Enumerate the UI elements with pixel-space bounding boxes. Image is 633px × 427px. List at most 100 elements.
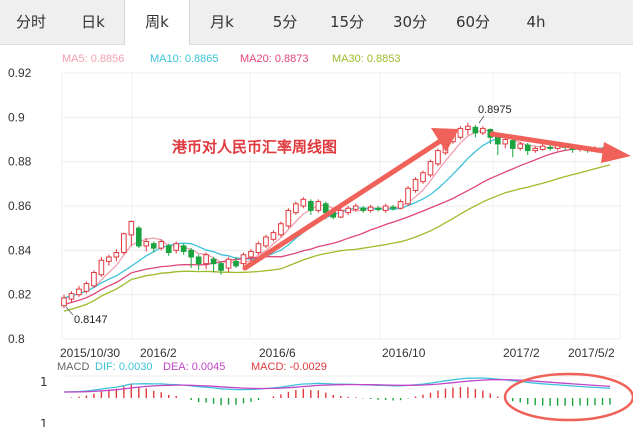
x-tick-label: 2017/2 — [503, 346, 540, 360]
sideways-arrow-head — [601, 142, 631, 163]
candle-up — [293, 203, 299, 214]
moving-average-lines — [63, 129, 611, 312]
tab-2[interactable]: 日k — [81, 13, 105, 31]
tab-9[interactable]: 4h — [526, 13, 546, 31]
ma30-line — [63, 164, 611, 312]
macd-dea-legend: DEA: 0.0045 — [163, 361, 225, 373]
candle-up — [300, 198, 307, 207]
tab-3[interactable]: 周k — [124, 0, 190, 45]
y-tick-label: 0.82 — [8, 288, 32, 302]
x-tick-label: 2016/10 — [382, 346, 426, 360]
candle-down — [360, 207, 366, 211]
candle-down — [322, 203, 329, 214]
macd-y-tick: 1 — [40, 417, 48, 427]
period-tabs: 分时 日k 周k 月k 5分 15分 30分 60分 4h — [0, 0, 633, 45]
candle-up — [382, 205, 389, 211]
y-tick-label: 0.92 — [8, 66, 32, 80]
candle-up — [91, 272, 97, 287]
candle-up — [203, 254, 209, 265]
candle-up — [285, 209, 292, 227]
candle-up — [225, 258, 232, 269]
candle-up — [278, 223, 284, 236]
candle-up — [143, 240, 150, 247]
candle-down — [210, 258, 217, 265]
candle-up — [539, 145, 546, 150]
macd-y-tick: 1 — [40, 375, 48, 389]
y-tick-label: 0.86 — [8, 199, 32, 213]
macd-value-legend: MACD: -0.0029 — [251, 361, 327, 373]
y-tick-label: 0.8 — [8, 332, 25, 346]
candle-up — [427, 161, 434, 176]
candle-down — [547, 146, 553, 149]
candle-up — [68, 293, 75, 300]
max-label-pointer — [478, 115, 485, 124]
candle-up — [405, 187, 411, 205]
candle-up — [83, 283, 90, 292]
candle-up — [248, 250, 254, 258]
candle-down — [195, 256, 202, 265]
candle-up — [480, 127, 486, 134]
candle-down — [233, 260, 239, 267]
candle-up — [465, 125, 471, 131]
min-label: 0.8147 — [74, 314, 108, 326]
candle-down — [524, 144, 531, 152]
uptrend-arrow-shaft — [242, 135, 448, 271]
tab-1[interactable]: 分时 — [15, 13, 46, 31]
legend-ma10: MA10: 0.8865 — [150, 53, 219, 65]
candle-up — [173, 243, 180, 251]
candle-down — [218, 263, 224, 271]
candle-up — [532, 147, 539, 152]
tab-7[interactable]: 30分 — [392, 13, 428, 31]
x-axis: 2015/10/30 2016/2 2016/6 2016/10 2017/2 2017/… — [60, 346, 615, 360]
candle-down — [390, 206, 396, 209]
ma20-line — [63, 147, 611, 306]
macd-label: MACD — [57, 361, 89, 373]
macd-dif-legend: DIF: 0.0030 — [95, 361, 152, 373]
candle-down — [188, 249, 194, 258]
max-label: 0.8975 — [478, 104, 512, 116]
candle-up — [420, 172, 426, 183]
candle-up — [270, 232, 277, 240]
macd-panel: 11 — [40, 375, 620, 427]
uptrend-arrow-head — [431, 128, 459, 152]
macd-dea-line — [64, 378, 611, 393]
candle-up — [457, 127, 464, 138]
y-tick-label: 0.9 — [8, 110, 25, 124]
candle-up — [158, 240, 165, 249]
x-tick-label: 2017/5/2 — [568, 346, 615, 360]
ma10-line — [63, 135, 611, 299]
candle-up — [502, 139, 509, 145]
tab-6[interactable]: 15分 — [329, 13, 365, 31]
x-tick-label: 2015/10/30 — [60, 346, 120, 360]
candle-up — [106, 256, 112, 262]
candle-down — [308, 201, 314, 211]
tab-8[interactable]: 60分 — [455, 13, 491, 31]
candle-down — [494, 136, 501, 145]
macd-highlight-circle — [503, 372, 633, 422]
candle-up — [435, 150, 441, 165]
candle-up — [315, 201, 322, 211]
candle-up — [337, 209, 344, 218]
candle-up — [98, 259, 105, 276]
candle-up — [76, 288, 82, 296]
candle-down — [509, 140, 516, 149]
y-tick-label: 0.84 — [8, 243, 32, 257]
y-axis: 0.92 0.9 0.88 0.86 0.84 0.82 0.8 — [8, 66, 32, 346]
candle-up — [61, 297, 67, 307]
candle-down — [135, 227, 142, 247]
candle-down — [472, 126, 479, 134]
candle-up — [367, 206, 374, 211]
tab-4[interactable]: 月k — [210, 13, 234, 31]
legend-ma20: MA20: 0.8873 — [240, 53, 309, 65]
x-tick-label: 2016/6 — [259, 346, 296, 360]
candle-up — [263, 236, 269, 247]
tab-5[interactable]: 5分 — [272, 13, 298, 31]
candle-up — [352, 205, 359, 210]
legend-ma5: MA5: 0.8856 — [62, 53, 124, 65]
candle-down — [150, 243, 157, 249]
candle-down — [375, 207, 381, 210]
candle-up — [255, 243, 262, 254]
candle-up — [240, 254, 247, 265]
candle-up — [113, 252, 120, 258]
